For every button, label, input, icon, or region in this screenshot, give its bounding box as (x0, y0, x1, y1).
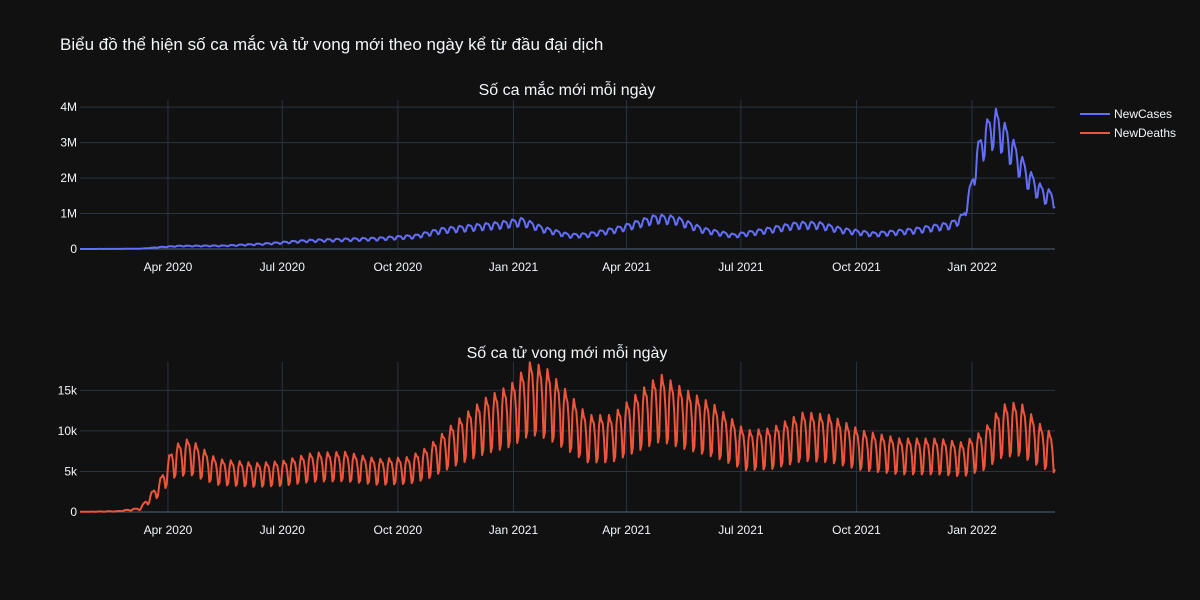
x-tick-label: Jan 2021 (489, 260, 539, 274)
y-tick-label: 4M (60, 100, 77, 114)
y-tick-label: 1M (60, 207, 77, 221)
x-tick-label: Jan 2022 (947, 523, 997, 537)
deaths-subplot-title: Số ca tử vong mới mỗi ngày (467, 343, 668, 362)
legend-label-newcases: NewCases (1114, 107, 1172, 121)
x-tick-label: Oct 2020 (374, 260, 423, 274)
x-tick-label: Oct 2020 (374, 523, 423, 537)
x-tick-label: Apr 2020 (144, 523, 193, 537)
x-tick-label: Jul 2020 (260, 260, 306, 274)
cases-panel: Số ca mắc mới mỗi ngày Apr 2020 Jul 2020 O… (60, 80, 1056, 274)
y-tick-label: 0 (70, 505, 77, 519)
x-tick-label: Oct 2021 (832, 260, 881, 274)
x-tick-label: Oct 2021 (832, 523, 881, 537)
x-tick-label: Jan 2022 (947, 260, 997, 274)
y-tick-label: 3M (60, 136, 77, 150)
x-tick-label: Apr 2021 (602, 260, 651, 274)
cases-subplot-title: Số ca mắc mới mỗi ngày (479, 80, 656, 99)
legend-item-newcases[interactable]: NewCases (1080, 107, 1172, 121)
deaths-series-line (80, 361, 1056, 513)
legend-item-newdeaths[interactable]: NewDeaths (1080, 126, 1176, 140)
x-tick-label: Jan 2021 (489, 523, 539, 537)
cases-series-line (80, 107, 1056, 250)
deaths-panel: Số ca tử vong mới mỗi ngày Apr 2020 Jul 2… (58, 343, 1056, 537)
x-tick-label: Jul 2021 (718, 260, 764, 274)
legend-label-newdeaths: NewDeaths (1114, 126, 1176, 140)
figure-title: Biểu đồ thể hiện số ca mắc và tử vong mớ… (60, 35, 603, 54)
x-tick-label: Jul 2020 (260, 523, 306, 537)
y-tick-label: 10k (58, 424, 78, 438)
x-tick-label: Apr 2020 (144, 260, 193, 274)
legend[interactable]: NewCases NewDeaths (1080, 107, 1176, 140)
y-tick-label: 2M (60, 171, 77, 185)
y-tick-label: 0 (70, 242, 77, 256)
x-tick-label: Apr 2021 (602, 523, 651, 537)
y-tick-label: 15k (58, 383, 78, 397)
x-tick-label: Jul 2021 (718, 523, 764, 537)
y-tick-label: 5k (64, 464, 78, 478)
